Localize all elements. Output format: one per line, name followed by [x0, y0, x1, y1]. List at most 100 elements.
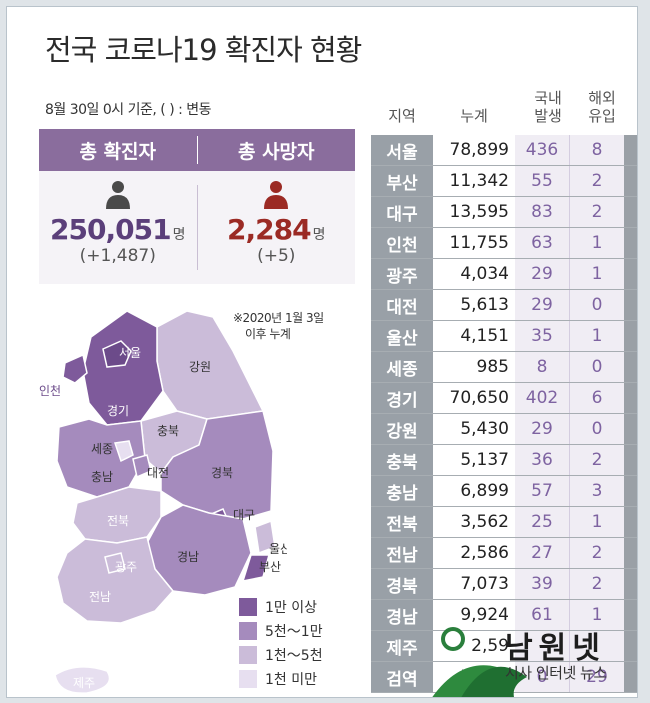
cell-region: 경북: [371, 569, 433, 599]
confirmed-column: 250,051 명 (+1,487): [39, 171, 197, 284]
header-overseas: 해외 유입: [588, 89, 616, 125]
cell-region: 서울: [371, 135, 433, 165]
cell-region: 광주: [371, 259, 433, 289]
label-incheon: 인천: [39, 383, 61, 398]
legend-item: 5천～1만: [239, 619, 323, 643]
label-gyeonggi: 경기: [107, 404, 129, 418]
cell-region: 전북: [371, 507, 433, 537]
cell-region: 울산: [371, 321, 433, 351]
map-note-line2: 이후 누계: [245, 327, 291, 341]
region-sejong: [114, 440, 134, 463]
cell-region: 검역: [371, 662, 433, 692]
cell-region: 세종: [371, 352, 433, 382]
table-row: 대전 5,613 29 0: [371, 290, 637, 321]
cell-overseas: 1: [570, 259, 624, 289]
cell-region: 강원: [371, 414, 433, 444]
label-sejong: 세종: [91, 442, 113, 456]
label-jeju: 제주: [73, 676, 95, 690]
cell-domestic: 8: [515, 352, 570, 382]
cell-overseas: 2: [570, 538, 624, 568]
cell-total: 985: [433, 352, 515, 382]
infographic-card: 전국 코로나19 확진자 현황 8월 30일 0시 기준, ( ) : 변동 총…: [6, 6, 638, 698]
date-note: 8월 30일 0시 기준, ( ) : 변동: [45, 102, 212, 118]
cell-overseas: 2: [570, 445, 624, 475]
header-region: 지역: [388, 107, 416, 125]
deaths-total: 2,284 명: [227, 213, 325, 246]
table-row: 경북 7,073 39 2: [371, 569, 637, 600]
region-ulsan: [254, 519, 276, 555]
cell-domestic: 25: [515, 507, 570, 537]
cell-domestic: 55: [515, 166, 570, 196]
label-daegu: 대구: [233, 508, 255, 522]
cell-domestic: 436: [515, 135, 570, 165]
cell-domestic: 29: [515, 414, 570, 444]
deaths-delta: (+5): [257, 246, 296, 266]
cell-region: 경남: [371, 600, 433, 630]
cell-domestic: 35: [515, 321, 570, 351]
region-gyeongbuk: [160, 410, 274, 520]
summary-header: 총 확진자 총 사망자: [39, 129, 355, 171]
cell-overseas: 0: [570, 290, 624, 320]
cell-region: 대전: [371, 290, 433, 320]
label-seoul: 서울: [119, 346, 141, 360]
cell-domestic: 29: [515, 259, 570, 289]
summary-divider: [196, 185, 198, 270]
cell-total: 70,650: [433, 383, 515, 413]
cell-region: 충남: [371, 476, 433, 506]
table-row: 인천 11,755 63 1: [371, 228, 637, 259]
table-header: 지역 누계 국내 발생 해외 유입: [371, 73, 637, 129]
page-title: 전국 코로나19 확진자 현황: [45, 33, 362, 67]
person-icon: [264, 181, 289, 209]
region-busan: [241, 554, 270, 582]
table-row: 충북 5,137 36 2: [371, 445, 637, 476]
brand-tagline: 시사 인터넷 뉴스: [505, 664, 607, 682]
cell-overseas: 2: [570, 569, 624, 599]
label-jeonnam: 전남: [89, 590, 111, 604]
cell-overseas: 6: [570, 383, 624, 413]
confirmed-label: 총 확진자: [79, 140, 157, 163]
cell-overseas: 1: [570, 507, 624, 537]
label-busan: 부산: [259, 560, 281, 574]
brand-name: 남원넷: [505, 631, 606, 666]
table-row: 광주 4,034 29 1: [371, 259, 637, 290]
legend-label: 1천 미만: [265, 672, 317, 688]
label-chungbuk: 충북: [157, 424, 179, 438]
region-jeju: [54, 666, 111, 694]
cell-domestic: [515, 631, 570, 661]
cell-region: 충북: [371, 445, 433, 475]
region-incheon: [62, 353, 88, 384]
cell-overseas: 2: [570, 166, 624, 196]
legend-item: 1천 미만: [239, 667, 323, 691]
label-gwangju: 광주: [115, 560, 137, 574]
header-divider: [196, 136, 198, 164]
header-total: 누계: [460, 107, 488, 125]
cell-region: 부산: [371, 166, 433, 196]
cell-overseas: 1: [570, 600, 624, 630]
brand-logo: [432, 627, 527, 697]
confirmed-unit: 명: [172, 227, 186, 243]
cell-total: 4,034: [433, 259, 515, 289]
cell-overseas: [570, 631, 624, 661]
cell-domestic: 29: [515, 290, 570, 320]
legend-label: 5천～1만: [265, 624, 323, 640]
region-seoul: [102, 340, 132, 368]
table-row: 경기 70,650 402 6: [371, 383, 637, 414]
cell-domestic: 0: [515, 662, 570, 692]
cell-total: 5,430: [433, 414, 515, 444]
cell-domestic: 27: [515, 538, 570, 568]
cell-overseas: 8: [570, 135, 624, 165]
cell-domestic: 63: [515, 228, 570, 258]
cell-total: 5,613: [433, 290, 515, 320]
region-jeonnam: [56, 536, 174, 624]
cell-total: 4,151: [433, 321, 515, 351]
table-row: 경남 9,924 61 1: [371, 600, 637, 631]
cell-total: 6,899: [433, 476, 515, 506]
legend-label: 1만 이상: [265, 600, 317, 616]
region-gwangju: [104, 552, 126, 574]
region-chungnam: [56, 418, 146, 498]
table-row: 전남 2,586 27 2: [371, 538, 637, 569]
deaths-label: 총 사망자: [237, 140, 315, 163]
cell-total: 7,073: [433, 569, 515, 599]
deaths-column: 2,284 명 (+5): [198, 171, 356, 284]
cell-overseas: 1: [570, 228, 624, 258]
